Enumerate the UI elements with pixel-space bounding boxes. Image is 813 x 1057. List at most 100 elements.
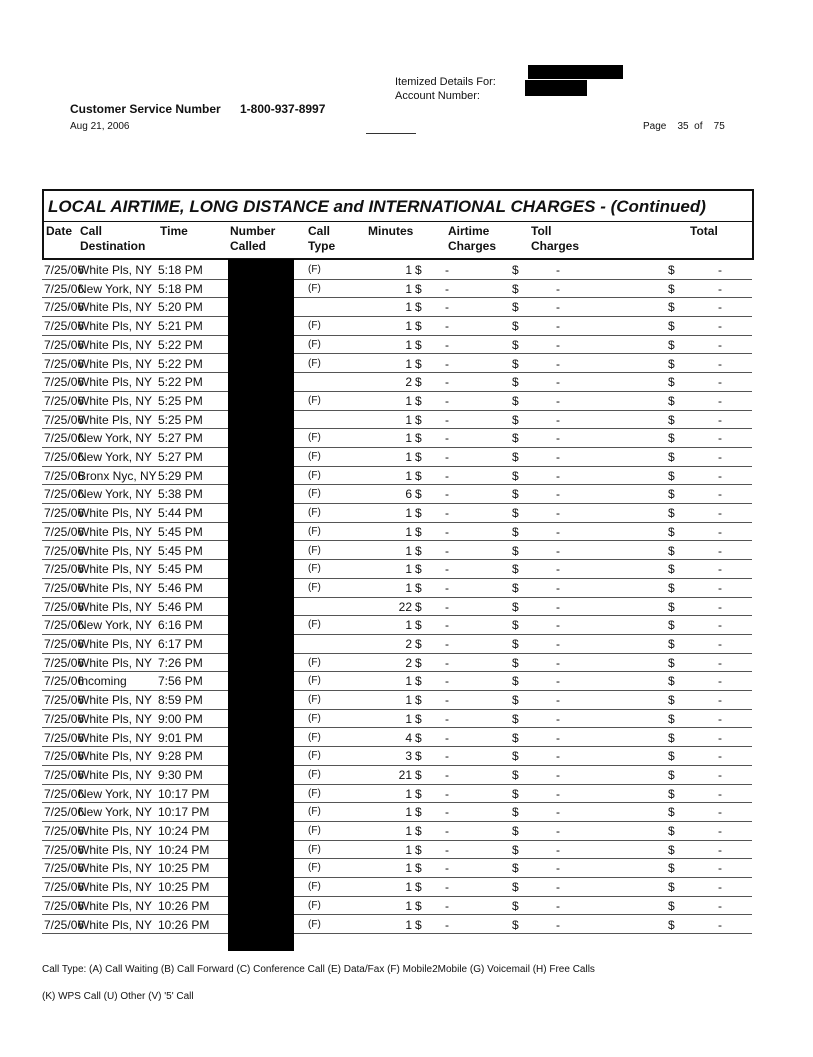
total-currency: $ <box>668 637 675 651</box>
toll-charge: - <box>556 281 560 296</box>
row-date: 7/25/06 <box>44 337 85 352</box>
airtime-currency: $ <box>415 543 422 558</box>
row-date: 7/25/06 <box>44 412 85 427</box>
total-charge: - <box>718 468 722 483</box>
total-charge: - <box>718 674 722 689</box>
total-currency: $ <box>668 786 675 801</box>
total-charge: - <box>718 898 722 913</box>
row-minutes: 1 <box>405 861 412 876</box>
toll-charge: - <box>556 637 560 651</box>
toll-charge: - <box>556 749 560 764</box>
row-call-type: (F) <box>308 843 321 855</box>
row-destination: White Pls, NY <box>78 861 153 876</box>
row-minutes: 2 <box>405 375 412 390</box>
row-call-type: (F) <box>308 712 321 724</box>
row-call-type: (F) <box>308 338 321 350</box>
row-time: 10:17 PM <box>158 805 210 820</box>
toll-charge: - <box>556 562 560 577</box>
row-date: 7/25/06 <box>44 824 85 838</box>
toll-charge: - <box>556 506 560 521</box>
page-indicator: Page 35 of 75 <box>643 121 725 132</box>
total-currency: $ <box>668 824 675 838</box>
row-call-type: (F) <box>308 768 321 780</box>
row-time: 9:30 PM <box>158 767 203 782</box>
toll-charge: - <box>556 468 560 483</box>
toll-charge: - <box>556 842 560 857</box>
airtime-charge: - <box>445 599 449 614</box>
toll-currency: $ <box>512 767 519 782</box>
row-destination: White Pls, NY <box>78 337 153 352</box>
toll-charge: - <box>556 450 560 464</box>
total-charge: - <box>718 319 722 334</box>
redacted-account <box>525 80 587 96</box>
table-row: 7/25/06 White Pls, NY 9:28 PM (F) 3 $ - $ - $ - <box>42 746 752 766</box>
row-time: 10:24 PM <box>158 842 210 857</box>
row-date: 7/25/06 <box>44 842 85 857</box>
airtime-charge: - <box>445 506 449 521</box>
total-currency: $ <box>668 562 675 577</box>
toll-charge: - <box>556 375 560 390</box>
toll-charge: - <box>556 880 560 895</box>
airtime-charge: - <box>445 842 449 857</box>
row-date: 7/25/06 <box>44 375 85 390</box>
col-airtime: Airtime Charges <box>448 224 497 253</box>
airtime-currency: $ <box>415 898 422 913</box>
row-destination: New York, NY <box>78 431 153 446</box>
toll-charge: - <box>556 393 560 408</box>
row-destination: White Pls, NY <box>78 580 153 595</box>
row-date: 7/25/06 <box>44 637 85 651</box>
airtime-currency: $ <box>415 767 422 782</box>
row-minutes: 1 <box>405 356 412 371</box>
total-currency: $ <box>668 917 675 932</box>
row-destination: White Pls, NY <box>78 730 153 745</box>
col-number: Number Called <box>230 224 276 253</box>
airtime-charge: - <box>445 618 449 633</box>
toll-currency: $ <box>512 487 519 502</box>
toll-currency: $ <box>512 412 519 427</box>
row-call-type: (F) <box>308 563 321 575</box>
row-time: 5:29 PM <box>158 468 203 483</box>
toll-charge: - <box>556 524 560 539</box>
toll-currency: $ <box>512 917 519 932</box>
row-destination: White Pls, NY <box>78 393 153 408</box>
row-minutes: 1 <box>405 562 412 577</box>
row-time: 9:28 PM <box>158 749 203 764</box>
row-minutes: 1 <box>405 805 412 820</box>
row-minutes: 1 <box>405 786 412 801</box>
row-date: 7/25/06 <box>44 580 85 595</box>
toll-charge: - <box>556 786 560 801</box>
table-row: 7/25/06 Incoming 7:56 PM (F) 1 $ - $ - $ - <box>42 671 752 692</box>
row-time: 5:18 PM <box>158 281 203 296</box>
row-date: 7/25/06 <box>44 450 85 464</box>
row-date: 7/25/06 <box>44 749 85 764</box>
airtime-charge: - <box>445 281 449 296</box>
row-call-type: (F) <box>308 918 321 930</box>
row-minutes: 1 <box>405 543 412 558</box>
row-destination: White Pls, NY <box>78 637 153 651</box>
row-minutes: 1 <box>405 880 412 895</box>
total-charge: - <box>718 655 722 670</box>
customer-service-label: Customer Service Number <box>70 102 221 116</box>
airtime-currency: $ <box>415 300 422 315</box>
row-destination: White Pls, NY <box>78 655 153 670</box>
toll-currency: $ <box>512 655 519 670</box>
row-minutes: 3 <box>405 749 412 764</box>
row-time: 9:00 PM <box>158 711 203 726</box>
row-minutes: 4 <box>405 730 412 745</box>
airtime-currency: $ <box>415 281 422 296</box>
row-date: 7/25/06 <box>44 898 85 913</box>
total-charge: - <box>718 431 722 446</box>
toll-currency: $ <box>512 375 519 390</box>
toll-charge: - <box>556 337 560 352</box>
total-currency: $ <box>668 805 675 820</box>
airtime-charge: - <box>445 300 449 315</box>
row-call-type: (F) <box>308 525 321 537</box>
table-row: 7/25/06 White Pls, NY 5:45 PM (F) 1 $ - $ - $ - <box>42 541 752 561</box>
total-charge: - <box>718 300 722 315</box>
page-total: 75 <box>713 121 725 132</box>
row-call-type: (F) <box>308 394 321 406</box>
total-currency: $ <box>668 450 675 464</box>
table-row: 7/25/06 White Pls, NY 5:18 PM (F) 1 $ - $ - $ - <box>42 260 752 280</box>
row-call-type: (F) <box>308 507 321 519</box>
row-call-type: (F) <box>308 357 321 369</box>
